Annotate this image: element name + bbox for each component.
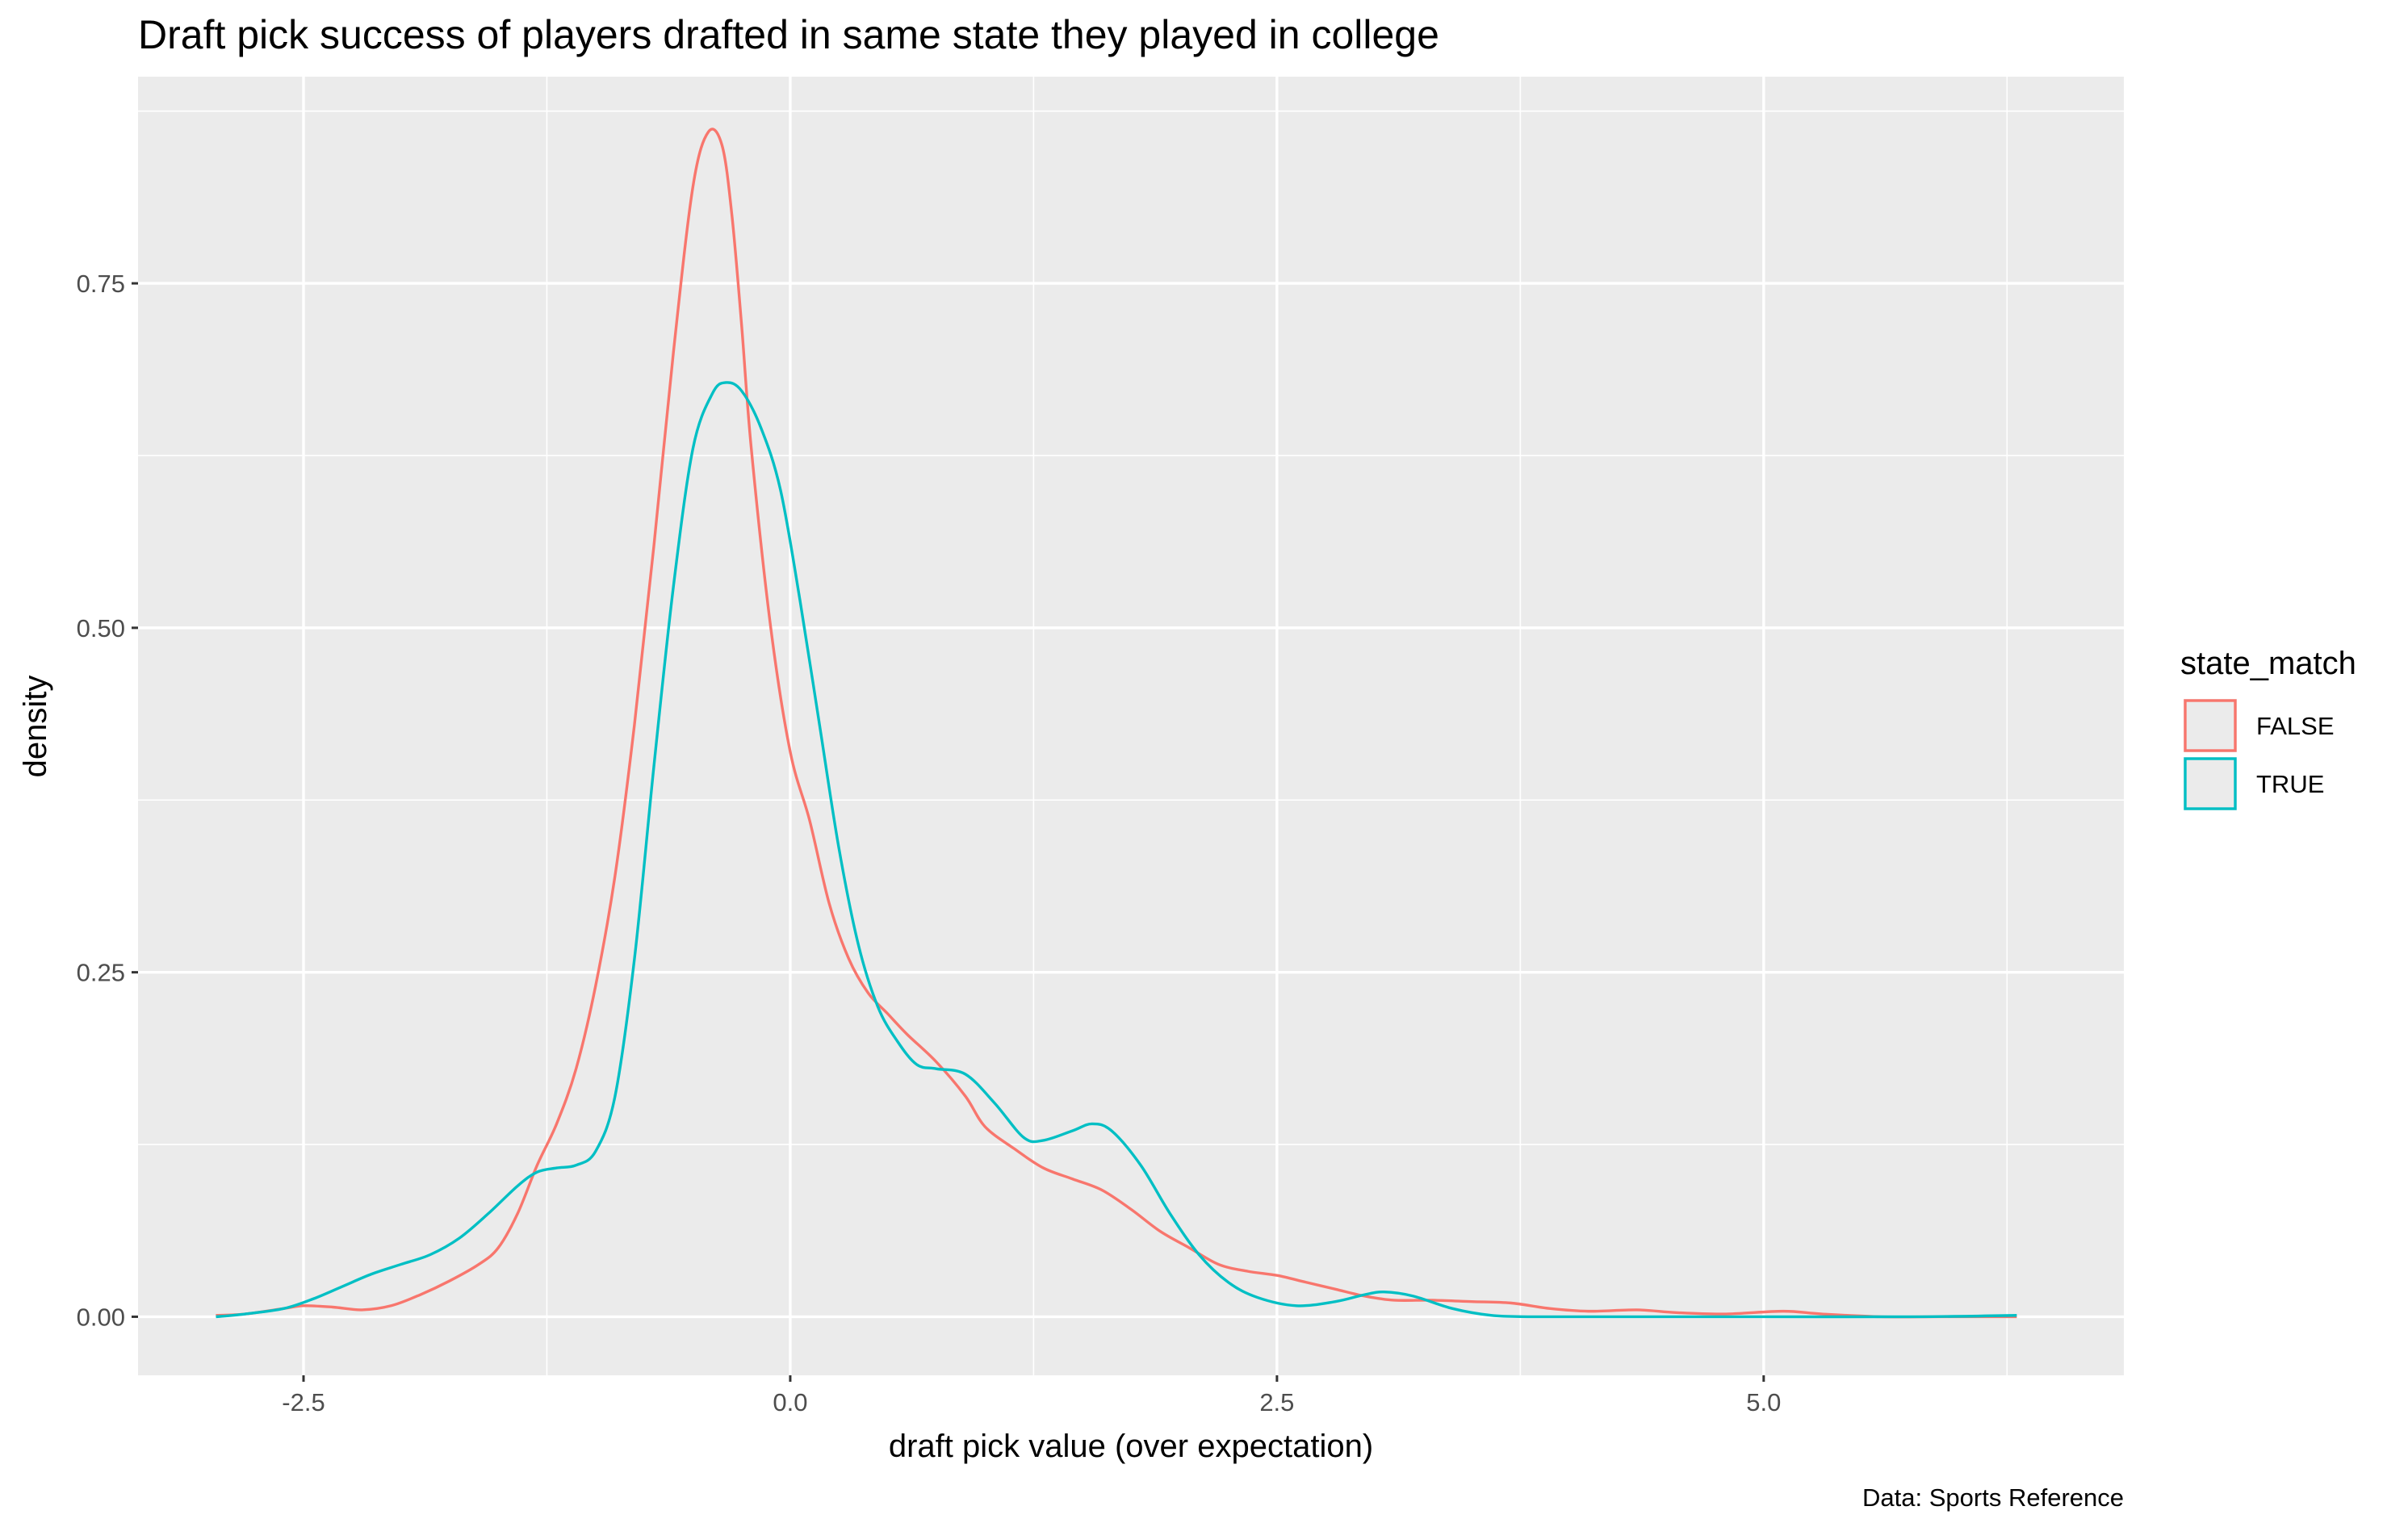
x-tick-label: 5.0 bbox=[1746, 1388, 1781, 1416]
legend-key-false bbox=[2184, 699, 2237, 752]
legend-swatch-false bbox=[2184, 699, 2237, 752]
legend-label-true: TRUE bbox=[2256, 770, 2324, 798]
series-layer bbox=[216, 128, 2017, 1319]
legend-swatch-true bbox=[2184, 757, 2237, 810]
y-tick-label: 0.75 bbox=[77, 270, 125, 298]
chart-caption: Data: Sports Reference bbox=[1862, 1483, 2124, 1512]
x-tick-label: 2.5 bbox=[1259, 1388, 1294, 1416]
y-tick-label: 0.25 bbox=[77, 959, 125, 987]
x-axis: -2.5 0.0 2.5 5.0 bbox=[282, 1375, 1781, 1416]
y-tick-label: 0.00 bbox=[77, 1303, 125, 1331]
major-gridlines bbox=[138, 77, 2124, 1375]
series-line-true bbox=[216, 381, 2017, 1319]
plot-panel bbox=[138, 77, 2124, 1375]
legend-key-true bbox=[2184, 757, 2237, 810]
y-axis: 0.00 0.25 0.50 0.75 bbox=[77, 270, 138, 1331]
legend: state_match FALSE TRUE bbox=[2180, 646, 2356, 810]
x-tick-label: -2.5 bbox=[282, 1388, 325, 1416]
x-tick-label: 0.0 bbox=[773, 1388, 807, 1416]
legend-title: state_match bbox=[2180, 646, 2356, 681]
y-axis-title: density bbox=[18, 676, 53, 778]
minor-gridlines bbox=[138, 77, 2124, 1375]
chart-title: Draft pick success of players drafted in… bbox=[138, 12, 1439, 57]
legend-label-false: FALSE bbox=[2256, 712, 2335, 740]
x-axis-title: draft pick value (over expectation) bbox=[889, 1429, 1373, 1464]
y-tick-label: 0.50 bbox=[77, 614, 125, 642]
